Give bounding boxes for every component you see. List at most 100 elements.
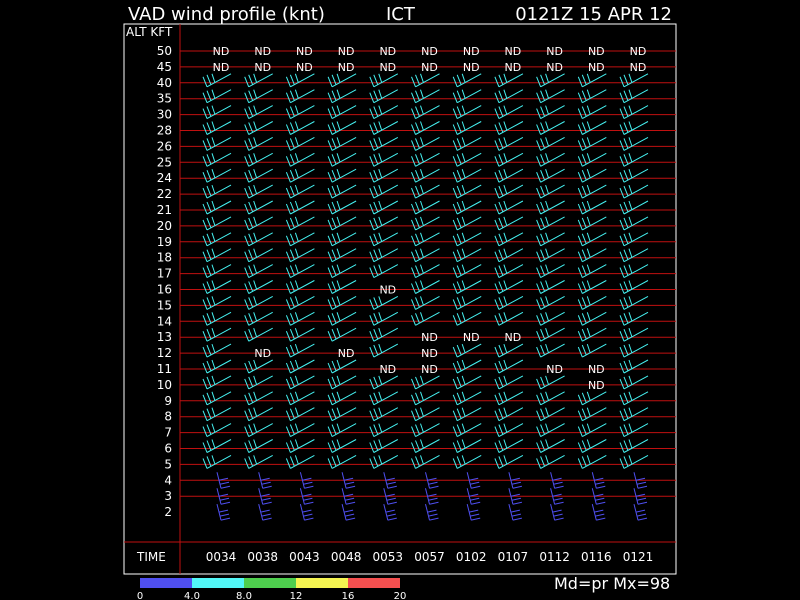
wind-barb-stroke (452, 439, 482, 453)
wind-barb-stroke (244, 216, 273, 231)
wind-barb-stroke (577, 89, 607, 104)
wind-barb-stroke (244, 439, 273, 453)
nd-marker: ND (254, 347, 271, 360)
wind-barb-stroke (285, 232, 315, 247)
wind-barb (369, 184, 399, 199)
wind-barb (494, 454, 524, 469)
wind-barb (536, 232, 565, 247)
wind-barb-stroke (202, 454, 232, 469)
wind-barb-stroke (202, 264, 232, 279)
wind-barb-stroke (577, 454, 607, 469)
wind-barb (285, 327, 315, 342)
wind-barb (244, 439, 273, 453)
wind-barb (258, 472, 272, 489)
wind-barb (369, 264, 399, 279)
colorbar-tick-label: 8.0 (236, 591, 252, 600)
wind-barb (452, 375, 482, 390)
wind-barb (425, 488, 439, 505)
wind-barb-stroke (536, 280, 565, 294)
wind-barb (633, 503, 648, 521)
wind-barb-stroke (285, 121, 315, 135)
wind-barb (369, 327, 399, 342)
wind-barb-stroke (536, 216, 565, 231)
wind-barb (452, 184, 482, 199)
wind-barb (452, 73, 482, 88)
nd-marker: ND (546, 363, 563, 376)
y-tick-label: 15 (157, 298, 172, 312)
wind-barb-stroke (244, 375, 273, 390)
wind-barb (550, 503, 564, 521)
wind-barb-stroke (327, 327, 357, 342)
wind-barb-stroke (299, 472, 314, 489)
wind-barb-stroke (341, 472, 356, 489)
wind-barb-stroke (383, 472, 397, 489)
wind-barb (244, 216, 273, 231)
wind-barb (369, 407, 399, 422)
wind-barb (619, 73, 649, 88)
wind-barb (369, 375, 399, 390)
wind-barb (619, 375, 649, 390)
wind-barb (327, 136, 357, 151)
y-tick-label: 5 (164, 457, 172, 471)
wind-barb (452, 89, 482, 104)
wind-barb-stroke (202, 73, 232, 88)
x-tick-label: 0112 (539, 550, 570, 564)
wind-barb-stroke (494, 248, 524, 263)
wind-barb (202, 121, 232, 135)
wind-barb-stroke (285, 454, 315, 469)
wind-barb-stroke (202, 184, 232, 199)
wind-barb-stroke (619, 152, 649, 167)
wind-barb (577, 391, 607, 406)
wind-barb (536, 343, 565, 358)
wind-barb (411, 407, 440, 422)
x-tick-label: 0102 (456, 550, 487, 564)
wind-barb (327, 168, 357, 183)
wind-barb (244, 121, 273, 135)
wind-barb-stroke (327, 152, 357, 167)
wind-barb-stroke (202, 423, 232, 438)
wind-barb (452, 359, 482, 374)
wind-barb-stroke (244, 89, 273, 104)
wind-barb-stroke (577, 216, 607, 231)
wind-barb (411, 89, 440, 104)
wind-barb-stroke (285, 200, 315, 215)
wind-barb-stroke (536, 89, 565, 104)
wind-barb-stroke (536, 184, 565, 199)
wind-barb (383, 488, 397, 505)
wind-barb-stroke (452, 136, 482, 151)
nd-marker: ND (588, 45, 605, 58)
wind-barb-stroke (536, 73, 565, 88)
wind-barb-stroke (202, 168, 232, 183)
wind-barb (285, 391, 315, 406)
wind-barb (494, 89, 524, 104)
wind-barb (577, 73, 607, 88)
wind-barb (577, 136, 607, 151)
nd-marker: ND (463, 45, 480, 58)
wind-barb (327, 391, 357, 406)
wind-barb (536, 295, 565, 310)
wind-barb (411, 454, 440, 469)
wind-barb-stroke (536, 375, 565, 390)
wind-barb (202, 248, 232, 263)
wind-barb-stroke (411, 423, 440, 438)
x-tick-label: 0048 (331, 550, 362, 564)
y-tick-label: 24 (157, 171, 172, 185)
wind-barb (244, 264, 273, 279)
nd-marker: ND (254, 61, 271, 74)
wind-barb-stroke (369, 343, 399, 358)
y-tick-label: 14 (157, 314, 172, 328)
wind-barb-stroke (411, 216, 440, 231)
wind-barb-stroke (633, 488, 648, 505)
wind-barb (244, 407, 273, 422)
wind-barb (327, 200, 357, 215)
wind-barb (202, 423, 232, 438)
wind-barb (327, 89, 357, 104)
wind-barb (494, 391, 524, 406)
nd-marker: ND (463, 331, 480, 344)
wind-barb-stroke (452, 295, 482, 310)
wind-barb-stroke (619, 168, 649, 183)
wind-barb (536, 439, 565, 453)
wind-barb (452, 311, 482, 326)
wind-barb-stroke (619, 439, 649, 453)
wind-barb (619, 216, 649, 231)
